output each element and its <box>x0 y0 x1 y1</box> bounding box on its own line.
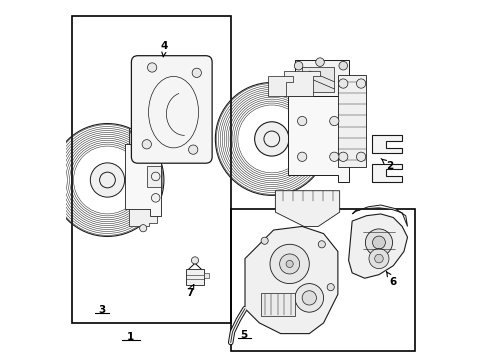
Circle shape <box>297 116 307 126</box>
Circle shape <box>295 284 323 312</box>
Circle shape <box>339 79 348 88</box>
Polygon shape <box>204 273 209 278</box>
Polygon shape <box>147 166 161 187</box>
Circle shape <box>330 116 339 126</box>
FancyBboxPatch shape <box>131 56 212 163</box>
Text: 5: 5 <box>241 330 248 341</box>
Bar <box>302 67 334 93</box>
Circle shape <box>131 128 138 135</box>
Text: 2: 2 <box>381 159 393 171</box>
Polygon shape <box>288 96 348 182</box>
Polygon shape <box>284 71 320 96</box>
Circle shape <box>151 172 160 181</box>
Circle shape <box>294 62 303 70</box>
Circle shape <box>270 244 309 284</box>
Circle shape <box>318 241 325 248</box>
Circle shape <box>192 68 201 77</box>
Polygon shape <box>129 128 157 144</box>
Circle shape <box>140 225 147 232</box>
Text: 3: 3 <box>98 305 106 315</box>
Circle shape <box>327 284 334 291</box>
Circle shape <box>339 62 347 70</box>
Circle shape <box>261 237 268 244</box>
Circle shape <box>297 152 307 161</box>
Bar <box>261 293 295 316</box>
Polygon shape <box>352 205 408 226</box>
Circle shape <box>316 58 324 66</box>
Circle shape <box>372 236 386 249</box>
Circle shape <box>356 79 366 88</box>
Polygon shape <box>268 76 293 96</box>
Polygon shape <box>275 191 340 226</box>
Polygon shape <box>295 60 348 96</box>
Text: 6: 6 <box>387 272 397 287</box>
Circle shape <box>339 152 348 161</box>
Circle shape <box>142 140 151 149</box>
Polygon shape <box>245 226 338 334</box>
Circle shape <box>356 152 366 161</box>
Circle shape <box>366 229 392 256</box>
Circle shape <box>147 63 157 72</box>
Polygon shape <box>372 164 402 182</box>
Polygon shape <box>372 135 402 153</box>
Circle shape <box>189 145 198 154</box>
Circle shape <box>192 257 198 264</box>
Bar <box>72 16 231 323</box>
Circle shape <box>151 194 160 202</box>
Circle shape <box>147 131 153 138</box>
Circle shape <box>330 152 339 161</box>
Polygon shape <box>348 214 408 278</box>
Circle shape <box>90 163 124 197</box>
Polygon shape <box>129 208 157 226</box>
Polygon shape <box>338 75 367 167</box>
Circle shape <box>302 291 317 305</box>
Circle shape <box>280 254 300 274</box>
Text: 1: 1 <box>127 332 134 342</box>
Text: 7: 7 <box>186 284 194 297</box>
Circle shape <box>255 122 289 156</box>
Polygon shape <box>125 144 161 216</box>
Polygon shape <box>189 263 201 269</box>
Circle shape <box>369 249 389 269</box>
Circle shape <box>286 260 293 267</box>
Text: 4: 4 <box>161 41 168 57</box>
Circle shape <box>375 254 383 263</box>
Polygon shape <box>186 269 204 285</box>
Bar <box>231 208 415 351</box>
